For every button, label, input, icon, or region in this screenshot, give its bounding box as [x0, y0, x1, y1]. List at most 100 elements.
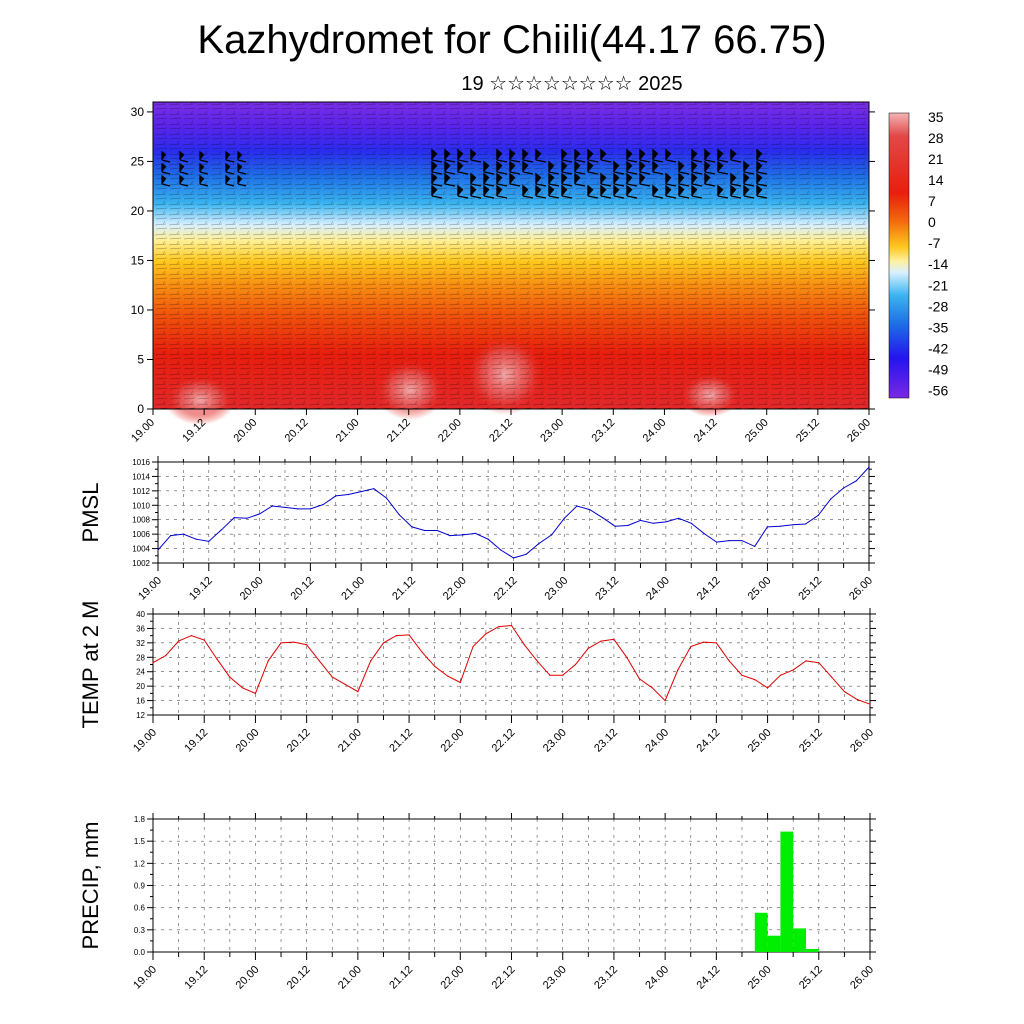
x-tick-label: 26.00 [847, 575, 875, 603]
wind-barb [496, 160, 508, 175]
data-point [589, 509, 591, 511]
data-point [779, 525, 781, 527]
data-point [805, 660, 807, 662]
data-point [157, 549, 159, 551]
wind-barb [600, 148, 612, 163]
wind-barb [574, 160, 586, 175]
wind-barb [665, 184, 677, 199]
wind-barb [470, 172, 482, 187]
wind-barb [199, 162, 209, 175]
wind-barb [691, 148, 703, 163]
precip-bar [780, 831, 794, 952]
colorbar-label: -56 [928, 382, 948, 398]
data-point [335, 495, 337, 497]
wind-barb [496, 148, 508, 163]
x-tick-label: 25.00 [743, 417, 771, 445]
data-point [182, 533, 184, 535]
wind-barb [179, 150, 189, 163]
data-point [322, 504, 324, 506]
wind-barb [665, 148, 677, 163]
data-point [436, 529, 438, 532]
data-point [178, 640, 180, 642]
x-tick-label: 21.00 [336, 964, 364, 992]
wind-barb [225, 150, 235, 163]
x-tick-label: 23.00 [542, 575, 570, 603]
wind-barb [691, 172, 703, 187]
data-point [280, 642, 282, 644]
colorbar-label: 35 [928, 109, 944, 125]
y-tick-label: 1.5 [134, 837, 146, 846]
data-point [459, 681, 461, 684]
wind-barb [743, 160, 755, 175]
data-point [434, 665, 436, 667]
wind-barb [483, 172, 495, 187]
wind-barb [431, 160, 443, 175]
data-point [843, 691, 846, 693]
wind-barb [717, 148, 729, 163]
x-tick-label: 20.12 [283, 417, 311, 445]
data-point [165, 654, 167, 657]
wind-barb [561, 148, 573, 163]
data-point [703, 532, 705, 535]
wind-barb [561, 184, 573, 199]
wind-barb [483, 184, 495, 199]
wind-barb [431, 172, 443, 187]
x-tick-label: 23.12 [593, 575, 621, 603]
x-tick-label: 23.00 [541, 964, 569, 992]
wind-barb [470, 148, 482, 163]
data-point [639, 519, 642, 522]
y-tick-label: 1002 [132, 559, 150, 568]
y-tick-label: 1012 [132, 487, 150, 496]
data-point [843, 487, 845, 489]
wind-barb [613, 184, 625, 199]
wind-barb [237, 174, 247, 187]
y-tick-label: 0.3 [134, 926, 146, 935]
wind-barb [225, 162, 235, 175]
y-tick-label: 1.2 [134, 859, 146, 868]
wind-barb [704, 160, 716, 175]
x-tick-label: 23.00 [541, 727, 569, 755]
precip-bar [754, 912, 768, 952]
data-point [411, 526, 413, 528]
data-point [638, 678, 641, 680]
wind-barb [431, 148, 443, 163]
data-point [462, 534, 464, 536]
x-tick-label: 22.12 [490, 964, 518, 992]
x-tick-label: 24.00 [644, 575, 672, 603]
data-point [446, 675, 449, 677]
data-point [677, 669, 679, 671]
x-tick-label: 25.12 [796, 575, 824, 603]
x-tick-label: 21.12 [390, 575, 418, 603]
wind-barb [535, 184, 547, 199]
temperature-panel: 12 16 20 24 28 32 36 40 19.00 19.12 20.00 20.12 21.0… [78, 601, 876, 755]
y-tick-label: 20 [131, 204, 145, 218]
data-point [741, 674, 743, 676]
y-tick-label: 16 [136, 697, 145, 706]
x-tick-label: 19.12 [187, 575, 215, 603]
data-point [715, 642, 718, 644]
data-point [536, 660, 538, 662]
x-tick-label: 25.12 [797, 964, 825, 992]
wind-barb [496, 184, 508, 199]
y-tick-label: 36 [136, 624, 145, 633]
x-tick-label: 24.12 [695, 727, 723, 755]
wind-barb [522, 184, 534, 199]
wind-barb [756, 172, 768, 187]
x-tick-label: 22.12 [490, 727, 518, 755]
wind-barb [179, 162, 189, 175]
y-tick-label: 0.6 [134, 904, 146, 913]
x-tick-label: 20.12 [285, 727, 313, 755]
wind-barb [548, 172, 560, 187]
x-tick-label: 20.12 [285, 964, 313, 992]
x-tick-label: 21.12 [387, 727, 415, 755]
data-point [152, 662, 154, 664]
wind-barb [652, 184, 664, 199]
wind-barb [756, 160, 768, 175]
wind-barb [704, 172, 716, 187]
x-tick-label: 26.00 [845, 417, 873, 445]
x-tick-label: 19.00 [131, 964, 159, 992]
data-point [600, 640, 602, 642]
wind-barb [199, 150, 209, 163]
y-axis-label: TEMP at 2 M [78, 601, 103, 729]
colorbar-label: 21 [928, 151, 944, 167]
